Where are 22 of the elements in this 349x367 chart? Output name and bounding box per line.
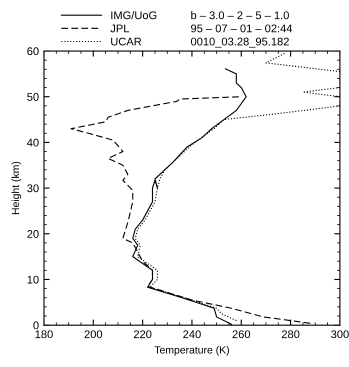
legend-label: UCAR [111, 38, 142, 46]
legend-label: JPL [110, 24, 130, 32]
y-tick-label: 0 [33, 321, 39, 330]
x-tick-label: 260 [232, 330, 250, 338]
x-tick-label: 240 [183, 330, 201, 338]
y-tick-label: 50 [27, 92, 39, 101]
text: 0010_03.28_95.182 [190, 38, 289, 48]
y-axis-title: Height (km) [11, 162, 22, 214]
legend-label: IMG/UoG [111, 11, 156, 20]
text: b – 3.0 – 2 – 5 – 1.0 [191, 11, 289, 20]
y-tick-label: 30 [27, 184, 39, 192]
x-axis-title: Temperature (K) [154, 346, 229, 356]
x-tick-label: 280 [282, 330, 300, 338]
x-tick-label: 180 [36, 330, 53, 338]
y-tick-label: 60 [27, 47, 39, 56]
x-tick-label: 200 [84, 330, 102, 338]
x-tick-label: 220 [134, 330, 152, 338]
y-tick-label: 40 [27, 138, 39, 147]
x-tick-label: 300 [331, 330, 349, 338]
y-tick-label: 20 [27, 230, 39, 238]
text: 95 – 07 – 01 – 02:44 [191, 24, 292, 32]
y-tick-label: 10 [28, 276, 39, 284]
